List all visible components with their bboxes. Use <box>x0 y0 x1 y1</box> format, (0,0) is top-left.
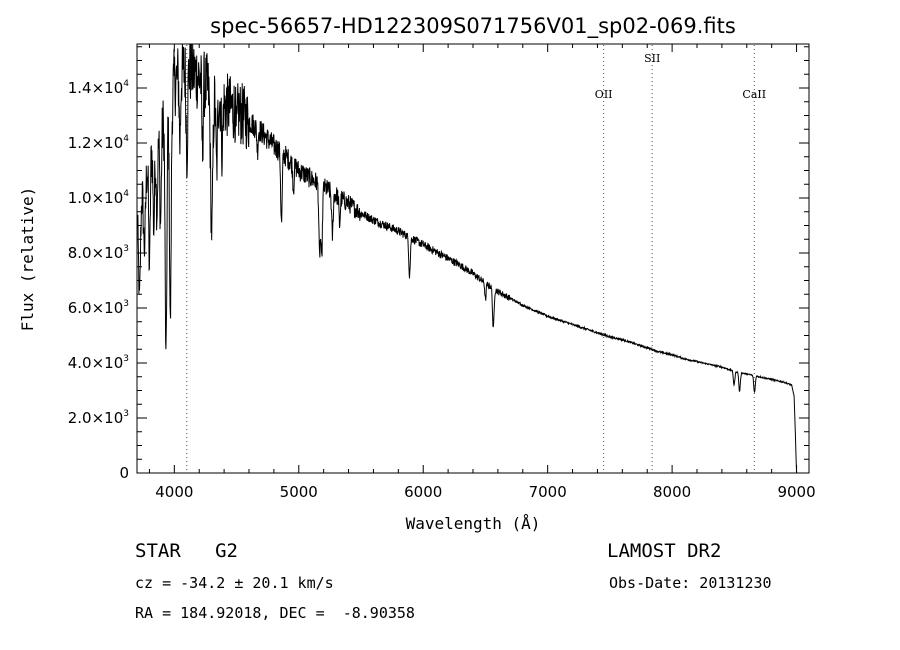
obs-date-text: Obs-Date: 20131230 <box>609 574 772 592</box>
spectrum-series-line <box>136 43 798 474</box>
coordinates-text: RA = 184.92018, DEC = -8.90358 <box>135 604 415 622</box>
x-tick-label: 5000 <box>280 483 318 501</box>
line-marker-label: OII <box>595 88 613 101</box>
y-tick-exponent: 3 <box>123 299 129 309</box>
object-class: STAR G2 <box>135 540 238 562</box>
y-tick-mantissa: 6.0×10 <box>68 299 124 317</box>
line-markers: OII SII CaII <box>186 45 766 472</box>
line-marker-label: CaII <box>742 88 766 101</box>
y-tick-label: 8.0×103 <box>68 244 129 262</box>
y-tick-exponent: 3 <box>123 409 129 419</box>
x-tick-label: 8000 <box>653 483 691 501</box>
y-axis-label: Flux (relative) <box>18 187 37 332</box>
y-tick-mantissa: 2.0×10 <box>68 409 124 427</box>
y-tick-mantissa: 0 <box>119 464 129 482</box>
y-tick-exponent: 4 <box>123 79 129 89</box>
subclass-text: G2 <box>215 540 238 562</box>
y-tick-label: 1.4×104 <box>68 79 130 97</box>
y-tick-mantissa: 1.0×10 <box>68 189 124 207</box>
x-tick-label: 6000 <box>404 483 442 501</box>
object-class-text: STAR <box>135 540 181 562</box>
survey-name: LAMOST DR2 <box>607 540 722 562</box>
y-tick-mantissa: 1.4×10 <box>68 79 124 97</box>
y-tick-exponent: 4 <box>123 189 129 199</box>
y-tick-label: 6.0×103 <box>68 299 129 317</box>
chart-title: spec-56657-HD122309S071756V01_sp02-069.f… <box>210 14 736 39</box>
y-tick-exponent: 4 <box>123 134 129 144</box>
y-tick-mantissa: 8.0×10 <box>68 244 124 262</box>
y-tick-exponent: 3 <box>123 354 129 364</box>
y-axis-ticks: 02.0×1034.0×1036.0×1038.0×1031.0×1041.2×… <box>68 46 809 482</box>
redshift-text: cz = -34.2 ± 20.1 km/s <box>135 574 334 592</box>
y-tick-label: 4.0×103 <box>68 354 129 372</box>
x-tick-label: 4000 <box>155 483 193 501</box>
x-tick-label: 9000 <box>777 483 815 501</box>
y-tick-label: 1.2×104 <box>68 134 130 152</box>
x-axis-ticks: 4000 5000 6000 7000 8000 9000 <box>148 44 816 501</box>
y-tick-exponent: 3 <box>123 244 129 254</box>
y-tick-label: 0 <box>119 464 129 482</box>
line-marker-label: SII <box>644 52 660 65</box>
y-tick-mantissa: 1.2×10 <box>68 134 124 152</box>
y-tick-label: 1.0×104 <box>68 189 130 207</box>
y-tick-mantissa: 4.0×10 <box>68 354 124 372</box>
x-tick-label: 7000 <box>529 483 567 501</box>
y-tick-label: 2.0×103 <box>68 409 129 427</box>
plot-frame <box>136 43 810 474</box>
x-axis-label: Wavelength (Å) <box>406 514 541 533</box>
